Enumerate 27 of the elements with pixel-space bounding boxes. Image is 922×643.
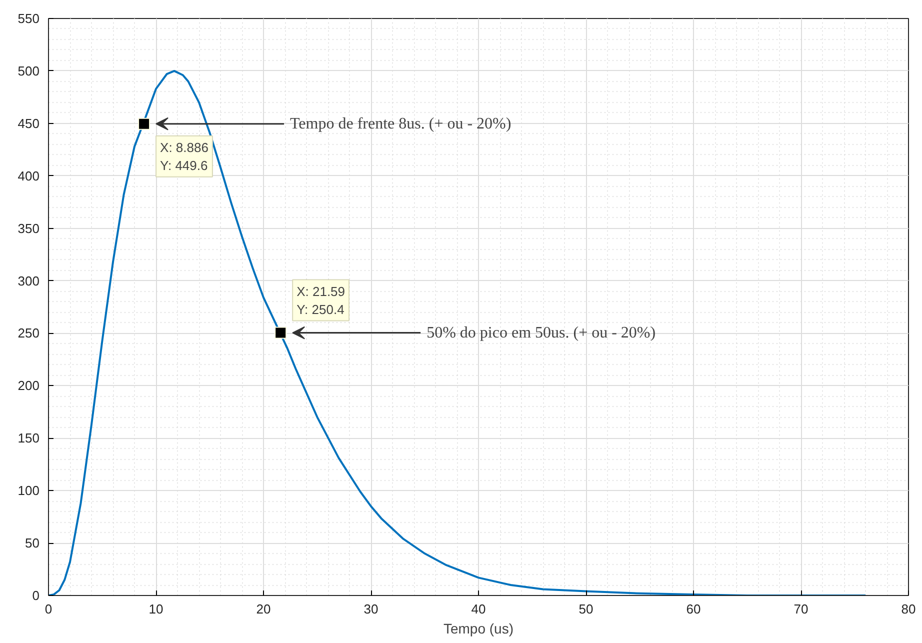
x-tick-label: 10 [148,602,164,616]
y-tick-label: 400 [18,168,40,184]
x-tick-label: 70 [794,602,808,616]
y-tick-label: 150 [18,430,40,446]
data-label: X: 8.886 Y: 449.6 [160,140,208,173]
y-tick-label: 250 [18,326,40,341]
line-series [48,70,866,596]
y-tick-label: 550 [18,11,40,26]
annotation: Tempo de frente 8us. (+ ou - 20%) [290,115,512,132]
x-tick-label: 40 [471,602,486,616]
y-tick-label: 450 [18,116,40,131]
x-tick-label: 20 [256,602,271,616]
x-tick-label: 80 [901,602,916,616]
x-tick-label: 60 [686,602,701,616]
annotation: 50% do pico em 50us. (+ ou - 20%) [426,324,656,342]
x-tick-label: 0 [44,602,52,616]
data-label: X: 21.59 Y: 250.4 [296,284,346,317]
y-tick-label: 350 [18,220,40,236]
y-tick-label: 200 [18,378,40,394]
y-tick-label: 50 [25,536,40,551]
x-tick-label: 30 [364,602,378,616]
y-tick-label: 0 [32,588,40,603]
x-tick-label: 50 [578,602,594,616]
y-tick-label: 100 [18,483,40,498]
y-tick-label: 500 [18,63,40,78]
y-tick-label: 300 [18,273,40,288]
x-axis-title: Tempo (us) [443,620,514,636]
